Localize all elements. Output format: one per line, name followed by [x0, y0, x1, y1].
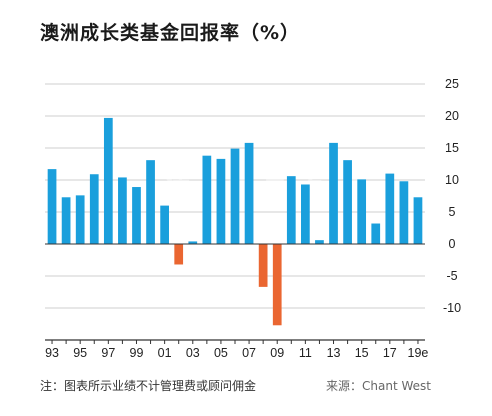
- x-tick-label: 13: [327, 346, 341, 360]
- bar-97: [103, 117, 113, 244]
- y-tick-label: 5: [449, 205, 456, 219]
- y-tick-label: 10: [445, 173, 459, 187]
- footnote: 注：图表所示业绩不计管理费或顾问佣金: [40, 379, 257, 393]
- bar-16: [371, 223, 381, 244]
- bar-98: [118, 177, 127, 244]
- bars: [47, 117, 423, 326]
- bar-06: [230, 148, 240, 244]
- bar-15: [357, 179, 367, 244]
- y-tick-label: 20: [445, 109, 459, 123]
- bar-13: [329, 142, 338, 244]
- bar-94: [61, 197, 71, 244]
- x-tick-label: 15: [355, 346, 369, 360]
- bar-12: [315, 240, 324, 244]
- y-tick-label: -10: [443, 301, 461, 315]
- bar-99: [132, 187, 141, 244]
- svg-text:见: 见: [262, 177, 288, 207]
- x-tick-label: 01: [158, 346, 172, 360]
- x-tick-label: 99: [130, 346, 144, 360]
- y-tick-label: 25: [445, 77, 459, 91]
- bar-18: [399, 181, 409, 244]
- x-tick-label: 03: [186, 346, 200, 360]
- bar-09: [272, 244, 282, 326]
- x-tick-label: 93: [45, 346, 59, 360]
- bar-14: [343, 160, 352, 244]
- x-tick-label: 19e: [408, 346, 429, 360]
- bar-04: [202, 155, 212, 244]
- x-tick-label: 17: [383, 346, 397, 360]
- bar-02: [174, 244, 184, 265]
- x-tick-label: 11: [299, 346, 312, 360]
- bar-03: [188, 241, 198, 244]
- bar-96: [89, 174, 99, 244]
- bar-00: [146, 160, 155, 244]
- x-tick-label: 05: [214, 346, 228, 360]
- bar-01: [160, 205, 169, 244]
- y-tick-label: 0: [449, 237, 456, 251]
- x-tick-label: 07: [242, 346, 256, 360]
- bar-11: [301, 184, 310, 244]
- y-tick-label: 15: [445, 141, 459, 155]
- y-tick-label: -5: [446, 269, 457, 283]
- bar-08: [258, 244, 268, 287]
- bar-05: [216, 158, 226, 244]
- bar-10: [286, 176, 296, 244]
- y-axis: 25 20 15 10 5 0 -5 -10: [443, 77, 461, 315]
- chart-title: 澳洲成长类基金回报率（%）: [40, 22, 301, 44]
- bar-19e: [413, 197, 423, 244]
- bar-95: [75, 195, 85, 244]
- x-tick-label: 09: [270, 346, 284, 360]
- source-note: 来源：Chant West: [326, 379, 431, 393]
- svg-text:澳: 澳: [165, 177, 192, 207]
- bar-07: [244, 142, 254, 244]
- x-tick-label: 97: [101, 346, 115, 360]
- x-axis: 93 95 97 99 01 03 05 07 09 11 13 15 17 19e: [45, 243, 429, 360]
- bar-17: [385, 173, 395, 244]
- bar-93: [47, 169, 57, 244]
- x-tick-label: 95: [73, 346, 87, 360]
